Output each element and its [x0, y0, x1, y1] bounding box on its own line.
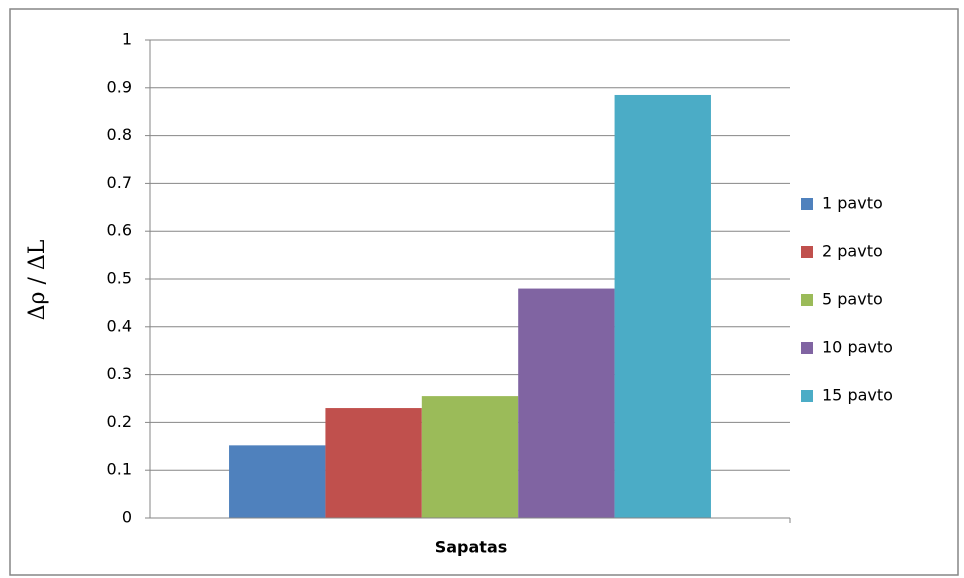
- y-tick-label: 1: [122, 30, 132, 49]
- bar: [325, 408, 422, 518]
- legend-swatch: [801, 246, 813, 258]
- legend-label: 1 pavto: [822, 194, 883, 213]
- bar: [421, 396, 519, 518]
- y-tick-label: 0.9: [107, 77, 132, 96]
- legend-swatch: [801, 342, 813, 354]
- x-tick-label: Sapatas: [435, 538, 508, 557]
- y-tick-label: 0.2: [107, 412, 132, 431]
- legend-label: 2 pavto: [822, 242, 883, 261]
- bar: [229, 445, 326, 518]
- bar: [518, 288, 615, 518]
- legend-label: 5 pavto: [822, 290, 883, 309]
- y-tick-label: 0.8: [107, 125, 132, 144]
- y-tick-label: 0.3: [107, 364, 132, 383]
- bar: [614, 94, 711, 518]
- y-tick-label: 0.5: [107, 269, 132, 288]
- y-axis-label: Δρ / ΔL: [25, 239, 50, 320]
- y-tick-label: 0.1: [107, 460, 132, 479]
- y-tick-label: 0: [122, 508, 132, 527]
- y-tick-label: 0.6: [107, 221, 132, 240]
- legend-label: 15 pavto: [822, 386, 893, 405]
- y-tick-label: 0.7: [107, 173, 132, 192]
- legend-swatch: [801, 294, 813, 306]
- y-tick-label: 0.4: [107, 316, 132, 335]
- legend-swatch: [801, 198, 813, 210]
- legend-label: 10 pavto: [822, 338, 893, 357]
- legend-swatch: [801, 390, 813, 402]
